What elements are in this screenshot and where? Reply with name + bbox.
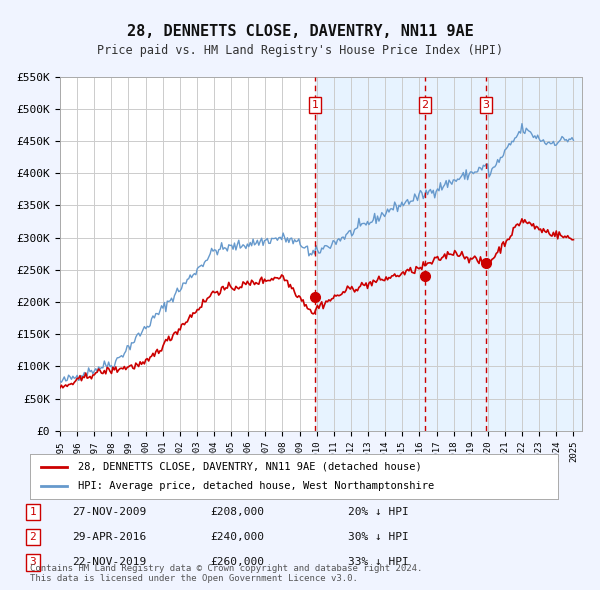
Text: 33% ↓ HPI: 33% ↓ HPI xyxy=(348,558,409,567)
Text: 30% ↓ HPI: 30% ↓ HPI xyxy=(348,532,409,542)
Text: 27-NOV-2009: 27-NOV-2009 xyxy=(72,507,146,517)
Text: 1: 1 xyxy=(29,507,37,517)
Text: 2: 2 xyxy=(421,100,428,110)
Text: 29-APR-2016: 29-APR-2016 xyxy=(72,532,146,542)
Text: £208,000: £208,000 xyxy=(210,507,264,517)
Text: Contains HM Land Registry data © Crown copyright and database right 2024.
This d: Contains HM Land Registry data © Crown c… xyxy=(30,563,422,583)
Text: 3: 3 xyxy=(482,100,490,110)
Bar xyxy=(315,77,582,431)
Text: £260,000: £260,000 xyxy=(210,558,264,567)
Text: Price paid vs. HM Land Registry's House Price Index (HPI): Price paid vs. HM Land Registry's House … xyxy=(97,44,503,57)
Text: 28, DENNETTS CLOSE, DAVENTRY, NN11 9AE: 28, DENNETTS CLOSE, DAVENTRY, NN11 9AE xyxy=(127,24,473,38)
Text: 20% ↓ HPI: 20% ↓ HPI xyxy=(348,507,409,517)
Text: 1: 1 xyxy=(311,100,319,110)
Text: £240,000: £240,000 xyxy=(210,532,264,542)
Text: 3: 3 xyxy=(29,558,37,567)
Text: 28, DENNETTS CLOSE, DAVENTRY, NN11 9AE (detached house): 28, DENNETTS CLOSE, DAVENTRY, NN11 9AE (… xyxy=(77,462,421,471)
Text: 2: 2 xyxy=(29,532,37,542)
Text: HPI: Average price, detached house, West Northamptonshire: HPI: Average price, detached house, West… xyxy=(77,481,434,491)
Text: 22-NOV-2019: 22-NOV-2019 xyxy=(72,558,146,567)
